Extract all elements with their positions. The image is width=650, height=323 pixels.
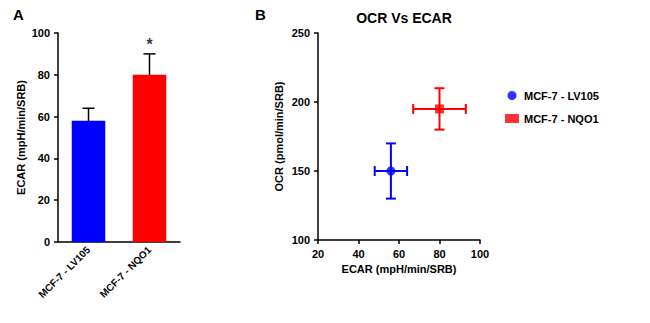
svg-text:150: 150: [292, 165, 310, 177]
svg-text:100: 100: [471, 248, 489, 260]
svg-text:MCF-7 - NQO1: MCF-7 - NQO1: [524, 113, 599, 125]
svg-text:200: 200: [292, 96, 310, 108]
svg-text:20: 20: [312, 248, 324, 260]
svg-text:MCF-7 - LV105: MCF-7 - LV105: [36, 244, 92, 300]
svg-text:ECAR (mpH/min/SRB): ECAR (mpH/min/SRB): [342, 263, 457, 275]
svg-text:60: 60: [393, 248, 405, 260]
svg-text:*: *: [146, 36, 153, 53]
svg-text:B: B: [255, 6, 266, 23]
svg-text:20: 20: [38, 194, 50, 206]
svg-text:60: 60: [38, 111, 50, 123]
svg-text:40: 40: [352, 248, 364, 260]
svg-text:ECAR (mpH/min/SRB): ECAR (mpH/min/SRB): [15, 80, 27, 195]
svg-text:OCR Vs ECAR: OCR Vs ECAR: [356, 10, 452, 26]
svg-text:80: 80: [433, 248, 445, 260]
svg-text:OCR (pmol/min/SRB): OCR (pmol/min/SRB): [273, 81, 285, 191]
svg-text:0: 0: [44, 236, 50, 248]
svg-text:100: 100: [32, 27, 50, 39]
svg-text:A: A: [13, 6, 24, 23]
svg-text:80: 80: [38, 69, 50, 81]
svg-text:100: 100: [292, 234, 310, 246]
svg-text:40: 40: [38, 152, 50, 164]
svg-text:250: 250: [292, 27, 310, 39]
svg-text:MCF-7 - NQO1: MCF-7 - NQO1: [98, 244, 154, 300]
svg-text:MCF-7 - LV105: MCF-7 - LV105: [524, 90, 599, 102]
